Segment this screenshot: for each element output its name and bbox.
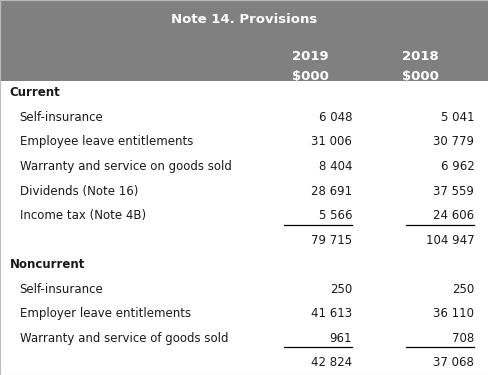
Text: 8 404: 8 404 (318, 160, 351, 173)
Text: 2018: 2018 (401, 50, 438, 63)
Text: 79 715: 79 715 (310, 234, 351, 247)
Text: 36 110: 36 110 (432, 307, 473, 320)
Text: Employer leave entitlements: Employer leave entitlements (20, 307, 190, 320)
Text: Self-insurance: Self-insurance (20, 283, 103, 296)
Text: 37 559: 37 559 (432, 184, 473, 198)
Text: Income tax (Note 4B): Income tax (Note 4B) (20, 209, 145, 222)
Text: 42 824: 42 824 (310, 356, 351, 369)
Text: 250: 250 (451, 283, 473, 296)
Text: $000: $000 (291, 70, 328, 83)
Text: 961: 961 (329, 332, 351, 345)
Text: 250: 250 (329, 283, 351, 296)
Text: Current: Current (10, 86, 61, 99)
Text: Self-insurance: Self-insurance (20, 111, 103, 124)
Text: 30 779: 30 779 (432, 135, 473, 148)
Text: 6 048: 6 048 (318, 111, 351, 124)
Text: Dividends (Note 16): Dividends (Note 16) (20, 184, 138, 198)
Text: 708: 708 (451, 332, 473, 345)
Text: Employee leave entitlements: Employee leave entitlements (20, 135, 193, 148)
Text: 37 068: 37 068 (432, 356, 473, 369)
Text: 24 606: 24 606 (432, 209, 473, 222)
Text: Warranty and service of goods sold: Warranty and service of goods sold (20, 332, 227, 345)
Text: 31 006: 31 006 (310, 135, 351, 148)
Text: 5 041: 5 041 (440, 111, 473, 124)
Text: 41 613: 41 613 (310, 307, 351, 320)
Text: Note 14. Provisions: Note 14. Provisions (171, 13, 317, 26)
Text: 104 947: 104 947 (425, 234, 473, 247)
Text: 2019: 2019 (292, 50, 328, 63)
Text: 28 691: 28 691 (310, 184, 351, 198)
Text: 6 962: 6 962 (440, 160, 473, 173)
Text: 5 566: 5 566 (318, 209, 351, 222)
Text: Warranty and service on goods sold: Warranty and service on goods sold (20, 160, 231, 173)
Text: Noncurrent: Noncurrent (10, 258, 85, 271)
Bar (0, 0, 488, 81)
Text: $000: $000 (401, 70, 438, 83)
